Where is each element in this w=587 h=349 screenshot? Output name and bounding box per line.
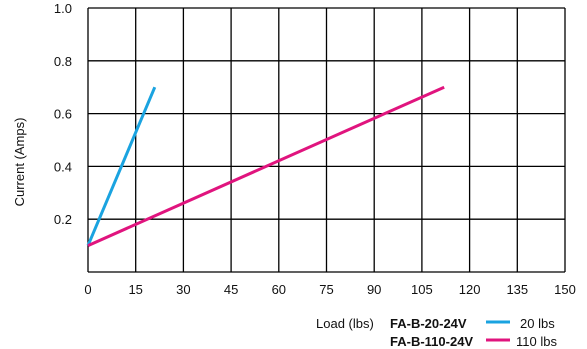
legend-series-1-capacity: 20 lbs [520, 316, 555, 331]
y-tick-label: 0.4 [54, 159, 72, 174]
x-tick-label: 30 [176, 282, 190, 297]
x-tick-label: 15 [128, 282, 142, 297]
x-tick-label: 150 [554, 282, 576, 297]
series-line-2 [87, 85, 445, 247]
legend-series-1-name: FA-B-20-24V [390, 316, 467, 331]
x-axis-ticks: 0 15 30 45 60 75 90 105 120 135 150 [84, 282, 575, 297]
legend: FA-B-20-24V 20 lbs FA-B-110-24V 110 lbs [390, 316, 557, 349]
x-tick-label: 75 [319, 282, 333, 297]
x-tick-label: 60 [272, 282, 286, 297]
x-tick-label: 90 [367, 282, 381, 297]
y-tick-label: 0.6 [54, 107, 72, 122]
x-axis-label: Load (lbs) [316, 316, 374, 331]
legend-series-2-capacity: 110 lbs [516, 334, 557, 349]
x-tick-label: 105 [411, 282, 433, 297]
legend-series-2-name: FA-B-110-24V [390, 334, 473, 349]
series-line-1 [86, 86, 157, 247]
y-tick-label: 0.2 [54, 212, 72, 227]
x-tick-label: 45 [224, 282, 238, 297]
x-tick-label: 0 [84, 282, 91, 297]
y-axis-label: Current (Amps) [12, 118, 27, 207]
chart-series [86, 85, 445, 247]
x-tick-label: 120 [459, 282, 481, 297]
x-tick-label: 135 [506, 282, 528, 297]
y-tick-label: 1.0 [54, 1, 72, 16]
y-axis-ticks: 0.2 0.4 0.6 0.8 1.0 [54, 1, 72, 227]
y-tick-label: 0.8 [54, 54, 72, 69]
